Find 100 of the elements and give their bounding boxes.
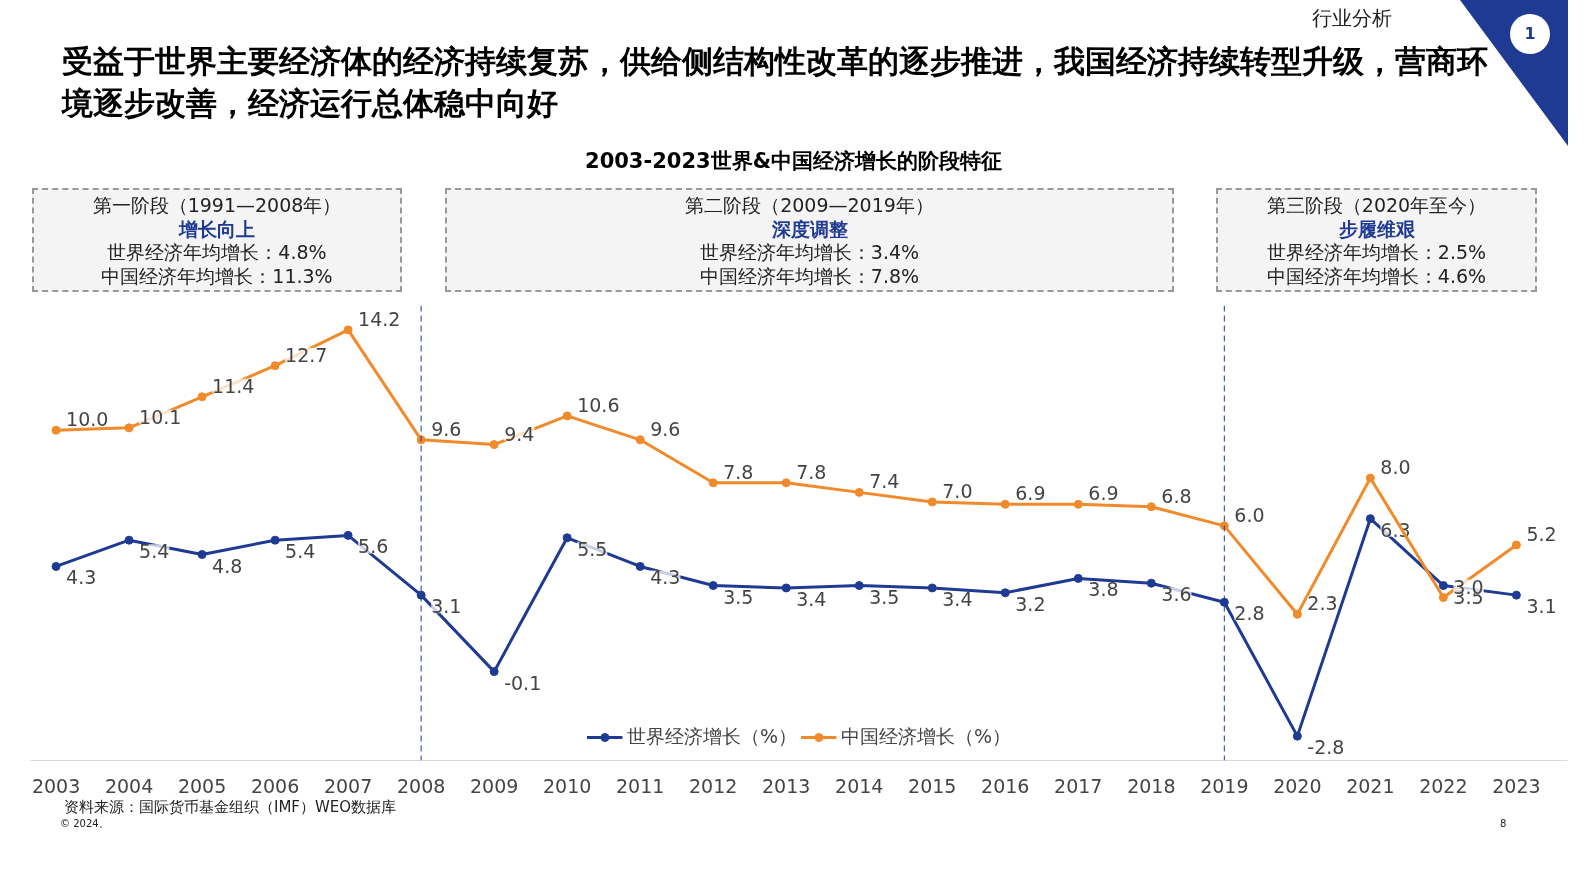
point <box>270 361 280 371</box>
point <box>197 392 207 402</box>
point <box>1365 514 1375 524</box>
point <box>854 487 864 497</box>
point <box>489 440 499 450</box>
data-label: 10.6 <box>577 393 620 416</box>
data-label: 10.0 <box>66 408 109 431</box>
x-tick-label: 2022 <box>1419 774 1468 797</box>
point <box>270 535 280 545</box>
data-label: 3.5 <box>723 585 754 608</box>
x-tick-label: 2003 <box>31 774 81 797</box>
point <box>635 561 645 571</box>
x-tick-label: 2006 <box>250 774 300 797</box>
x-tick-label: 2007 <box>323 774 373 797</box>
point <box>197 550 207 559</box>
x-tick-label: 2004 <box>104 774 154 797</box>
point <box>343 530 353 540</box>
x-tick-label: 2013 <box>762 774 811 797</box>
data-label: 9.4 <box>504 422 535 445</box>
point <box>1219 521 1229 531</box>
point <box>51 425 61 435</box>
text: 行业分析 <box>1312 5 1392 32</box>
point <box>562 533 572 543</box>
data-label: 9.6 <box>650 417 681 440</box>
legend-label: 世界经济增长（%） <box>626 724 797 749</box>
point <box>781 478 791 488</box>
point <box>51 561 61 571</box>
data-label: 14.2 <box>358 307 401 330</box>
data-label: 7.8 <box>723 460 754 483</box>
point <box>1073 573 1083 583</box>
data-label: -2.8 <box>1307 736 1345 759</box>
point <box>1146 578 1156 588</box>
data-label: 7.8 <box>796 460 827 483</box>
data-label: 6.9 <box>1088 482 1119 505</box>
point <box>489 667 499 677</box>
data-label: 5.2 <box>1526 522 1557 545</box>
point <box>1000 588 1010 598</box>
x-tick-label: 2005 <box>177 774 227 797</box>
x-tick-label: 2014 <box>835 774 884 797</box>
x-tick-label: 2012 <box>689 774 738 797</box>
data-label: 7.0 <box>942 479 973 502</box>
x-tick-label: 2017 <box>1054 774 1103 797</box>
data-label: 6.0 <box>1234 503 1265 526</box>
x-tick-label: 2021 <box>1346 774 1395 797</box>
data-label: 6.8 <box>1161 484 1192 507</box>
point <box>1219 597 1229 607</box>
data-label: 7.4 <box>869 470 900 493</box>
point <box>343 325 353 335</box>
data-label: 4.3 <box>650 566 681 589</box>
point <box>708 581 718 591</box>
data-label: 3.1 <box>431 595 462 618</box>
data-label: 5.4 <box>139 540 170 563</box>
point <box>124 423 134 433</box>
data-label: -0.1 <box>504 671 542 694</box>
text: 1 <box>1510 14 1550 54</box>
x-tick-label: 2010 <box>543 774 592 797</box>
data-label: 2.8 <box>1234 602 1265 625</box>
point <box>927 497 937 507</box>
data-label: 3.5 <box>869 585 900 608</box>
x-tick-label: 2016 <box>981 774 1030 797</box>
point <box>708 478 718 488</box>
x-tick-label: 2019 <box>1200 774 1249 797</box>
data-label: 3.4 <box>796 587 827 610</box>
point <box>1438 593 1448 603</box>
data-label: 3.2 <box>1015 592 1046 615</box>
point <box>635 435 645 445</box>
point <box>562 411 572 421</box>
data-label: 3.1 <box>1526 595 1557 618</box>
point <box>1511 540 1521 550</box>
data-label: 9.6 <box>431 417 462 440</box>
data-label: 5.6 <box>358 535 389 558</box>
x-tick-label: 2011 <box>616 774 665 797</box>
x-tick-label: 2015 <box>908 774 957 797</box>
point <box>1365 473 1375 483</box>
data-label: 2.3 <box>1307 592 1338 615</box>
x-tick-label: 2018 <box>1127 774 1176 797</box>
chart-subtitle: 2003-2023世界&中国经济增长的阶段特征 <box>584 148 1003 175</box>
point <box>1146 502 1156 512</box>
text: © 2024。 <box>60 817 109 831</box>
data-label: 8.0 <box>1380 456 1411 479</box>
x-tick-label: 2009 <box>469 774 519 797</box>
stage-box: 第一阶段（1991—2008年） 增长向上 世界经济年均增长：4.8% 中国经济年均增长：11.3% <box>32 188 402 292</box>
data-label: 5.4 <box>285 540 316 563</box>
x-tick-label: 2023 <box>1492 774 1541 797</box>
point <box>1292 731 1302 741</box>
data-label: 4.3 <box>66 566 97 589</box>
data-label: 5.5 <box>577 537 608 560</box>
point <box>1292 609 1302 619</box>
data-label: 3.8 <box>1088 578 1119 601</box>
data-label: 11.4 <box>212 374 255 397</box>
point <box>1000 499 1010 509</box>
data-label: 10.1 <box>139 405 182 428</box>
point <box>854 581 864 591</box>
point <box>1073 499 1083 509</box>
x-tick-label: 2020 <box>1273 774 1322 797</box>
text: 8 <box>1500 817 1507 831</box>
x-tick-label: 2008 <box>396 774 446 797</box>
point <box>927 583 937 593</box>
stage-box: 第二阶段（2009—2019年） 深度调整 世界经济年均增长：3.4% 中国经济年均增长：7.8% <box>445 188 1174 292</box>
data-label: 4.8 <box>212 554 243 577</box>
